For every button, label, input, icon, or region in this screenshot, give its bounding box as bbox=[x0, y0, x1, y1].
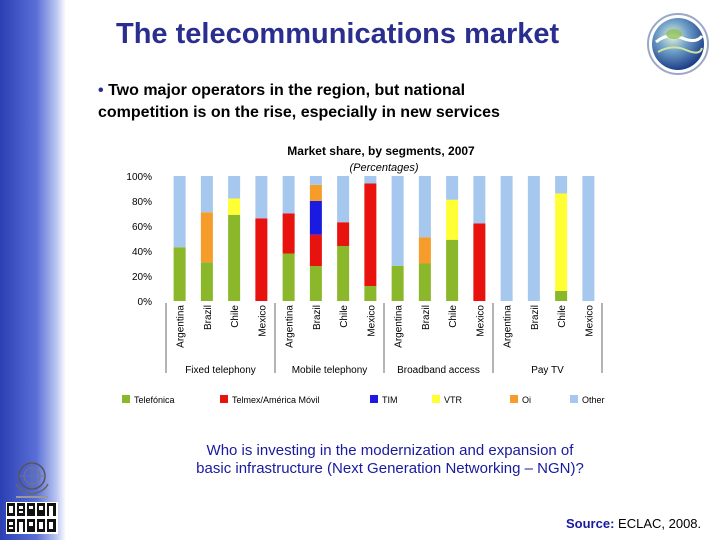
group-label: Mobile telephony bbox=[292, 365, 368, 376]
source-label: Source: bbox=[566, 516, 615, 531]
bar-segment-other bbox=[418, 176, 431, 238]
bar-segment-telef-nica bbox=[282, 253, 295, 301]
source-text: ECLAC, 2008. bbox=[618, 516, 702, 531]
chart-title: Market share, by segments, 2007 bbox=[287, 144, 475, 158]
legend-swatch bbox=[432, 395, 440, 403]
bar-segment-telef-nica bbox=[228, 214, 241, 301]
left-decorative-band bbox=[0, 0, 66, 540]
bar-segment-telef-nica bbox=[200, 262, 213, 301]
bar-segment-other bbox=[255, 176, 268, 219]
bar-segment-telmex-am-rica-m-vil bbox=[309, 234, 322, 266]
cepal-eclac-logo-icon bbox=[6, 502, 58, 534]
bar-segment-telmex-am-rica-m-vil bbox=[337, 222, 350, 246]
bullet-symbol: • bbox=[98, 82, 104, 99]
bar-segment-other bbox=[527, 176, 540, 301]
group-label: Fixed telephony bbox=[185, 365, 256, 376]
category-label: Mexico bbox=[475, 305, 486, 337]
source-note: Source: ECLAC, 2008. bbox=[566, 516, 701, 531]
legend-label: VTR bbox=[444, 395, 463, 405]
legend-label: Other bbox=[582, 395, 605, 405]
bar-segment-other bbox=[446, 176, 459, 200]
category-label: Argentina bbox=[394, 305, 405, 348]
bar-segment-other bbox=[500, 176, 513, 301]
bar-segment-other bbox=[200, 176, 213, 213]
bar-segment-oi bbox=[309, 184, 322, 201]
category-label: Brazil bbox=[203, 305, 214, 330]
bar-segment-telef-nica bbox=[364, 286, 377, 301]
category-label: Mexico bbox=[257, 305, 268, 337]
bullet-line-2: competition is on the rise, especially i… bbox=[98, 104, 500, 121]
bar-segment-other bbox=[337, 176, 350, 223]
legend-label: Oi bbox=[522, 395, 531, 405]
legend-label: Telefónica bbox=[134, 395, 175, 405]
legend-swatch bbox=[122, 395, 130, 403]
bar-segment-vtr bbox=[228, 198, 241, 215]
y-tick-label: 80% bbox=[132, 197, 152, 208]
bar-segment-other bbox=[228, 176, 241, 199]
bar-segment-other bbox=[473, 176, 486, 224]
bar-segment-telmex-am-rica-m-vil bbox=[473, 223, 486, 301]
category-label: Chile bbox=[230, 305, 241, 328]
category-label: Chile bbox=[339, 305, 350, 328]
bar-segment-telef-nica bbox=[418, 263, 431, 301]
y-tick-label: 60% bbox=[132, 222, 152, 233]
category-label: Mexico bbox=[366, 305, 377, 337]
bar-segment-other bbox=[555, 176, 568, 194]
bar-segment-telmex-am-rica-m-vil bbox=[364, 183, 377, 286]
y-tick-label: 40% bbox=[132, 247, 152, 258]
category-label: Brazil bbox=[530, 305, 541, 330]
question-line-2: basic infrastructure (Next Generation Ne… bbox=[196, 460, 584, 477]
category-label: Chile bbox=[557, 305, 568, 328]
y-tick-label: 20% bbox=[132, 272, 152, 283]
legend-swatch bbox=[370, 395, 378, 403]
bar-segment-other bbox=[173, 176, 186, 248]
legend-label: Telmex/América Móvil bbox=[232, 395, 320, 405]
united-nations-emblem-icon bbox=[15, 462, 49, 498]
category-label: Argentina bbox=[176, 305, 187, 348]
category-label: Brazil bbox=[421, 305, 432, 330]
legend-swatch bbox=[220, 395, 228, 403]
category-label: Argentina bbox=[503, 305, 514, 348]
y-tick-label: 0% bbox=[138, 297, 153, 308]
group-label: Broadband access bbox=[397, 365, 480, 376]
bullet-text: • Two major operators in the region, but… bbox=[98, 80, 658, 124]
group-label: Pay TV bbox=[531, 365, 564, 376]
bar-segment-telef-nica bbox=[555, 291, 568, 301]
legend-swatch bbox=[510, 395, 518, 403]
bar-segment-other bbox=[391, 176, 404, 266]
bar-segment-telef-nica bbox=[309, 266, 322, 301]
question-text: Who is investing in the modernization an… bbox=[120, 442, 660, 478]
bullet-line-1: Two major operators in the region, but n… bbox=[108, 82, 466, 99]
bar-segment-other bbox=[282, 176, 295, 214]
chart-subtitle: (Percentages) bbox=[349, 162, 418, 174]
bar-segment-telmex-am-rica-m-vil bbox=[282, 213, 295, 254]
bar-segment-other bbox=[582, 176, 595, 301]
bar-segment-tim bbox=[309, 201, 322, 235]
y-tick-label: 100% bbox=[126, 172, 152, 183]
bar-segment-oi bbox=[418, 237, 431, 264]
bar-segment-telef-nica bbox=[173, 247, 186, 301]
category-label: Mexico bbox=[584, 305, 595, 337]
slide-title: The telecommunications market bbox=[116, 18, 560, 50]
category-label: Brazil bbox=[312, 305, 323, 330]
bar-segment-telef-nica bbox=[446, 239, 459, 301]
category-label: Chile bbox=[448, 305, 459, 328]
category-label: Argentina bbox=[285, 305, 296, 348]
legend-label: TIM bbox=[382, 395, 398, 405]
bar-segment-other bbox=[364, 176, 377, 184]
bar-segment-vtr bbox=[555, 193, 568, 291]
globe-logo-icon bbox=[647, 13, 709, 75]
legend-swatch bbox=[570, 395, 578, 403]
bar-segment-vtr bbox=[446, 199, 459, 240]
market-share-chart: Market share, by segments, 2007 (Percenta… bbox=[122, 144, 605, 405]
bar-segment-other bbox=[309, 176, 322, 185]
bar-segment-oi bbox=[200, 212, 213, 263]
bar-segment-telmex-am-rica-m-vil bbox=[255, 218, 268, 301]
bar-segment-telef-nica bbox=[337, 246, 350, 301]
question-line-1: Who is investing in the modernization an… bbox=[206, 442, 574, 459]
bar-segment-telef-nica bbox=[391, 266, 404, 301]
